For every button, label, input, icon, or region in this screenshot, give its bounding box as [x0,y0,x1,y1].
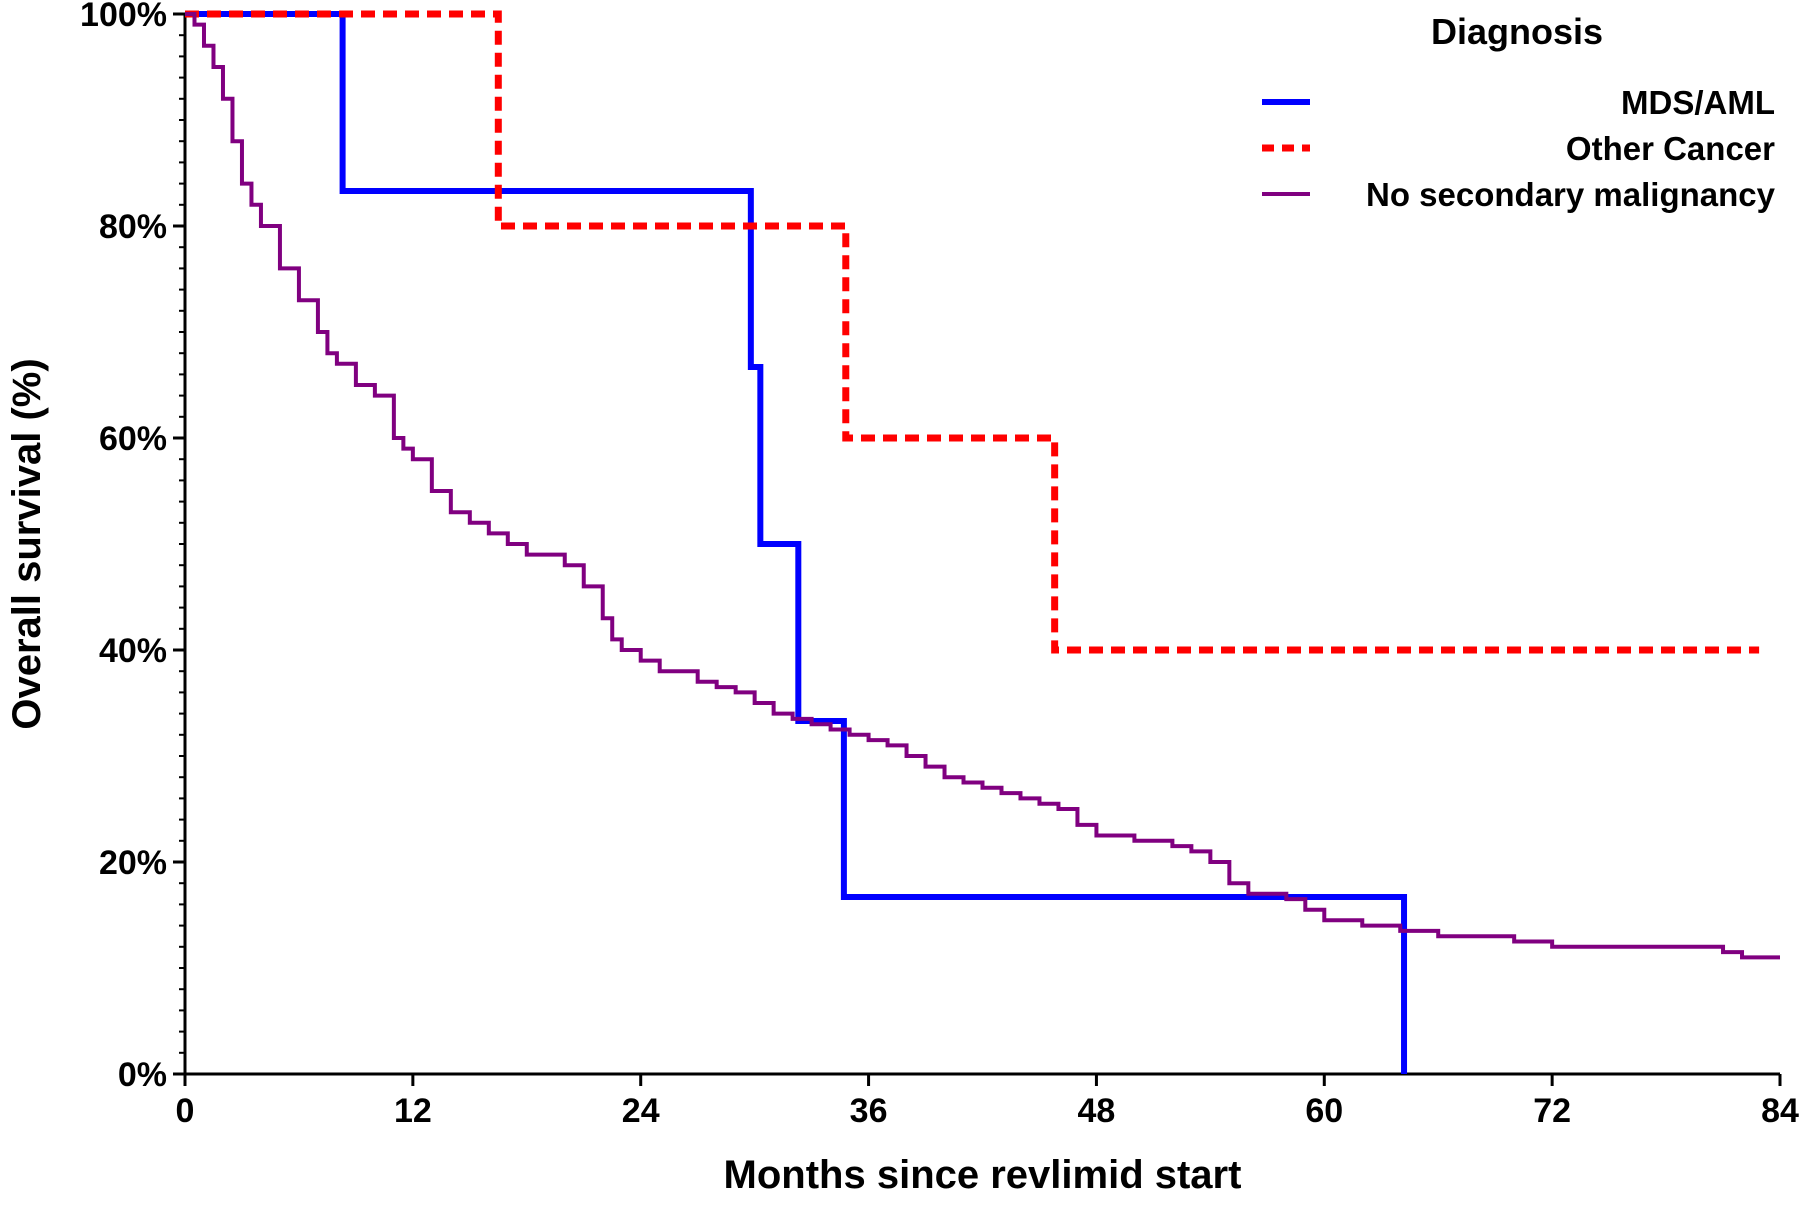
x-tick-label: 12 [394,1092,432,1130]
y-tick-label: 80% [99,208,167,246]
x-tick-label: 72 [1533,1092,1571,1130]
series-line-1 [185,11,1408,1074]
x-tick-label: 48 [1078,1092,1116,1130]
y-tick-label: 100% [80,0,167,34]
y-tick-label: 60% [99,420,167,458]
x-axis-title: Months since revlimid start [724,1153,1242,1197]
legend-title: Diagnosis [1431,11,1603,52]
y-tick-label: 40% [99,632,167,670]
series-line-3 [185,12,1780,960]
x-ticks: 0 12 24 36 48 60 72 84 [176,1074,1799,1130]
x-tick-label: 0 [176,1092,195,1130]
y-minor-ticks [179,34,185,1054]
legend-label: No secondary malignancy [1366,176,1776,213]
axes: 0% 20% 40% 60% 80% 100% 0 12 24 36 48 60 72 84 [80,0,1799,1130]
x-tick-label: 36 [850,1092,888,1130]
y-tick-label: 0% [118,1056,167,1094]
y-ticks: 0% 20% 40% 60% 80% 100% [80,0,185,1094]
legend-label: MDS/AML [1621,84,1775,121]
legend: Diagnosis MDS/AML Other Cancer No secondar… [1262,11,1776,213]
x-tick-label: 60 [1305,1092,1343,1130]
series-line-2 [185,10,1760,654]
x-tick-label: 84 [1761,1092,1799,1130]
y-axis-title: Overall survival (%) [5,358,49,729]
legend-entries: MDS/AML Other Cancer No secondary malignan… [1262,84,1776,213]
legend-label: Other Cancer [1566,130,1775,167]
series-layer [185,10,1780,1074]
y-tick-label: 20% [99,844,167,882]
x-tick-label: 24 [622,1092,660,1130]
